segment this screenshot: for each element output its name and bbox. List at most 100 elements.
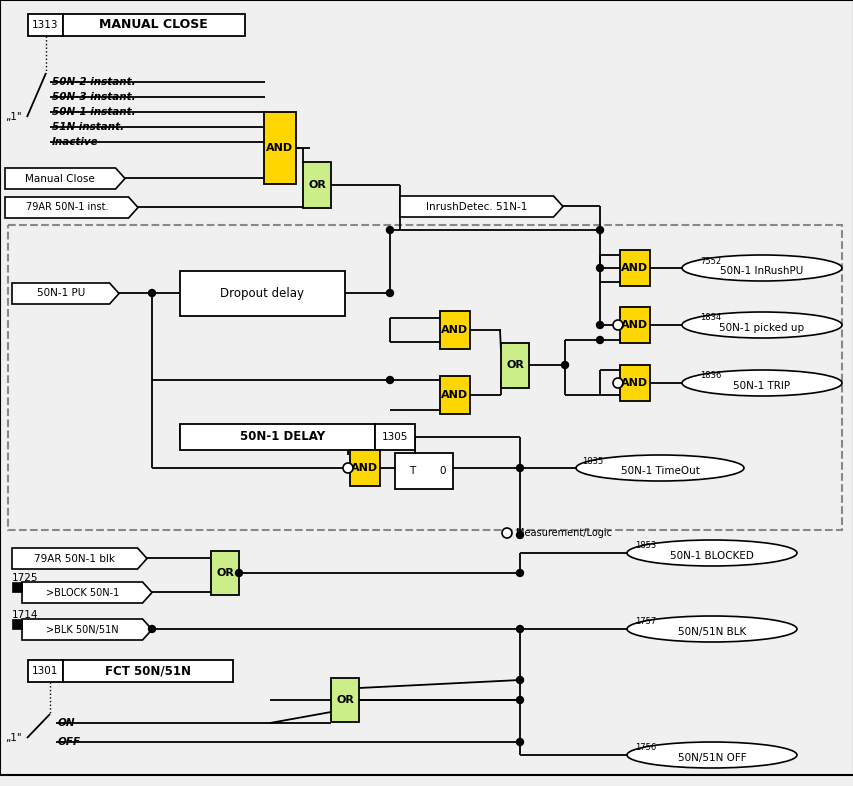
Text: T: T bbox=[409, 466, 415, 476]
Circle shape bbox=[612, 378, 623, 388]
Text: 1301: 1301 bbox=[32, 666, 58, 676]
Text: 7552: 7552 bbox=[699, 256, 720, 266]
Ellipse shape bbox=[626, 742, 796, 768]
Text: OR: OR bbox=[216, 568, 234, 578]
Text: 1313: 1313 bbox=[32, 20, 58, 30]
Bar bbox=[28, 14, 63, 36]
Text: 50N-1 TRIP: 50N-1 TRIP bbox=[733, 381, 790, 391]
Circle shape bbox=[516, 465, 523, 472]
Text: 50N/51N OFF: 50N/51N OFF bbox=[677, 753, 746, 763]
Text: Inactive: Inactive bbox=[52, 137, 98, 147]
Text: >BLK 50N/51N: >BLK 50N/51N bbox=[46, 625, 119, 634]
Ellipse shape bbox=[575, 455, 743, 481]
Circle shape bbox=[516, 570, 523, 576]
Circle shape bbox=[148, 289, 155, 296]
Circle shape bbox=[595, 336, 603, 343]
Bar bbox=[12, 619, 22, 629]
Text: OR: OR bbox=[506, 360, 524, 370]
Text: AND: AND bbox=[351, 463, 378, 473]
Text: 51N instant.: 51N instant. bbox=[52, 122, 124, 132]
Text: AND: AND bbox=[441, 325, 468, 335]
Text: 79AR 50N-1 inst.: 79AR 50N-1 inst. bbox=[26, 203, 107, 212]
Bar bbox=[439, 311, 469, 349]
Text: 79AR 50N-1 blk: 79AR 50N-1 blk bbox=[34, 553, 115, 564]
Polygon shape bbox=[12, 548, 147, 569]
Polygon shape bbox=[5, 197, 138, 218]
Bar bbox=[395, 453, 452, 489]
Text: 0: 0 bbox=[439, 466, 446, 476]
Circle shape bbox=[235, 570, 242, 576]
Text: Manual Close: Manual Close bbox=[26, 174, 95, 183]
Text: 1714: 1714 bbox=[12, 610, 38, 620]
Circle shape bbox=[595, 226, 603, 233]
Bar bbox=[63, 660, 233, 682]
Ellipse shape bbox=[626, 540, 796, 566]
Text: 1305: 1305 bbox=[381, 432, 408, 442]
Circle shape bbox=[560, 362, 568, 369]
Bar bbox=[439, 376, 469, 414]
Bar bbox=[374, 424, 415, 450]
Text: OR: OR bbox=[336, 695, 353, 705]
Text: 50N-1 InRushPU: 50N-1 InRushPU bbox=[720, 266, 803, 276]
Bar bbox=[303, 162, 331, 208]
Bar bbox=[619, 307, 649, 343]
Text: 50N/51N BLK: 50N/51N BLK bbox=[677, 627, 746, 637]
Text: 50N-1 instant.: 50N-1 instant. bbox=[52, 107, 136, 117]
Polygon shape bbox=[22, 582, 152, 603]
Text: AND: AND bbox=[621, 263, 647, 273]
Bar bbox=[211, 551, 239, 595]
Circle shape bbox=[516, 626, 523, 633]
Bar bbox=[63, 14, 245, 36]
Text: AND: AND bbox=[266, 143, 293, 153]
Text: 50N-1 TimeOut: 50N-1 TimeOut bbox=[620, 466, 699, 476]
Text: AND: AND bbox=[621, 320, 647, 330]
Text: 1834: 1834 bbox=[699, 314, 721, 322]
Text: 50N-2 instant.: 50N-2 instant. bbox=[52, 77, 136, 87]
Polygon shape bbox=[399, 196, 562, 217]
Circle shape bbox=[386, 226, 393, 233]
Ellipse shape bbox=[682, 255, 841, 281]
Circle shape bbox=[516, 677, 523, 684]
Text: 1757: 1757 bbox=[635, 618, 655, 626]
Bar bbox=[180, 424, 374, 450]
Ellipse shape bbox=[682, 312, 841, 338]
Circle shape bbox=[516, 696, 523, 703]
Text: 50N-1 DELAY: 50N-1 DELAY bbox=[240, 431, 325, 443]
Text: ON: ON bbox=[58, 718, 75, 728]
Bar bbox=[331, 678, 358, 722]
Bar bbox=[350, 450, 380, 486]
Text: 1756: 1756 bbox=[635, 744, 655, 752]
Polygon shape bbox=[12, 283, 119, 304]
Text: AND: AND bbox=[441, 390, 468, 400]
Text: OFF: OFF bbox=[58, 737, 81, 747]
Text: 1725: 1725 bbox=[12, 573, 38, 583]
Ellipse shape bbox=[682, 370, 841, 396]
Bar bbox=[264, 112, 296, 184]
Text: „1": „1" bbox=[5, 733, 21, 743]
Circle shape bbox=[343, 463, 352, 473]
Text: MANUAL CLOSE: MANUAL CLOSE bbox=[98, 19, 207, 31]
Bar bbox=[501, 343, 528, 387]
Circle shape bbox=[516, 739, 523, 745]
Text: 50N-1 picked up: 50N-1 picked up bbox=[718, 323, 804, 333]
Bar bbox=[12, 582, 22, 592]
Text: >BLOCK 50N-1: >BLOCK 50N-1 bbox=[45, 587, 119, 597]
Text: 50N-1 BLOCKED: 50N-1 BLOCKED bbox=[670, 551, 753, 561]
Circle shape bbox=[386, 289, 393, 296]
Circle shape bbox=[516, 531, 523, 538]
Text: InrushDetec. 51N-1: InrushDetec. 51N-1 bbox=[426, 201, 527, 211]
Text: 50N-1 PU: 50N-1 PU bbox=[37, 288, 84, 299]
Text: 1835: 1835 bbox=[581, 457, 602, 465]
Bar bbox=[180, 271, 345, 316]
Text: AND: AND bbox=[621, 378, 647, 388]
Text: 1836: 1836 bbox=[699, 372, 721, 380]
Text: „1": „1" bbox=[5, 112, 21, 122]
Circle shape bbox=[595, 321, 603, 329]
Circle shape bbox=[148, 626, 155, 633]
Bar bbox=[8, 225, 841, 530]
Bar bbox=[619, 250, 649, 286]
Polygon shape bbox=[5, 168, 125, 189]
Polygon shape bbox=[22, 619, 152, 640]
Text: FCT 50N/51N: FCT 50N/51N bbox=[105, 664, 191, 678]
Circle shape bbox=[386, 376, 393, 384]
